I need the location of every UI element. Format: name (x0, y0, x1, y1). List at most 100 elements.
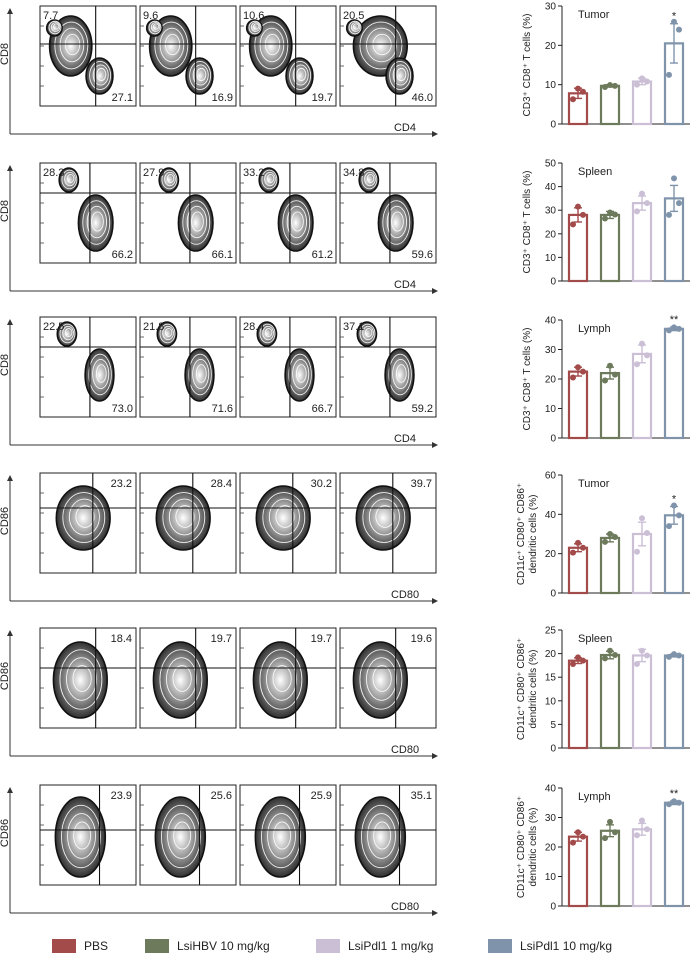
data-point (612, 371, 618, 378)
quadrant-value-upper-left: 22.5 (43, 321, 64, 333)
legend-label-lsipdl1-10: LsiPdl1 10 mg/kg (520, 939, 613, 953)
contour-line (382, 200, 411, 245)
quadrant-value-lower-right: 46.0 (412, 92, 433, 104)
bar-chart-title: Tumor (578, 478, 610, 490)
quadrant-value-upper-right: 18.4 (111, 633, 132, 645)
flow-panel-3: 30.2 (239, 472, 337, 574)
data-point (602, 215, 608, 222)
x-axis-label: CD80 (391, 744, 419, 756)
quadrant-value-lower-right: 19.7 (312, 92, 333, 104)
quadrant-value-upper-right: 39.7 (411, 478, 432, 490)
contour-line (154, 21, 189, 70)
y-axis-label: CD86 (0, 662, 11, 690)
contour-line (292, 358, 310, 390)
flow-panel-4: 34.8 59.6 (339, 162, 437, 264)
data-point (666, 211, 672, 218)
quadrant-value-upper-right: 28.4 (211, 478, 232, 490)
contour-line (91, 211, 104, 232)
data-point (575, 85, 581, 92)
bar (567, 835, 589, 908)
data-point (612, 82, 618, 89)
quadrant-value-upper-right: 19.7 (211, 633, 232, 645)
contour-line (259, 27, 285, 63)
quadrant-value-lower-right: 27.1 (112, 92, 133, 104)
contour-line (366, 173, 375, 184)
contour-blob (54, 796, 107, 878)
contour-line (148, 20, 162, 35)
data-point (575, 829, 581, 836)
contour-line (82, 200, 111, 245)
contour-line (53, 23, 60, 30)
bar (663, 801, 685, 908)
bar-chart-ytick-label: 60 (545, 471, 557, 482)
contour-line (266, 173, 275, 184)
contour-line (289, 61, 312, 90)
quadrant-value-upper-right: 19.6 (411, 633, 432, 645)
x-arrow-head (432, 910, 438, 916)
contour-blob (385, 57, 414, 95)
data-point (644, 652, 650, 659)
contour-line (273, 821, 292, 850)
contour-line (291, 211, 304, 232)
legend: PBS LsiHBV 10 mg/kg LsiPdl1 1 mg/kg LsiP… (0, 931, 700, 961)
contour-line (266, 657, 298, 701)
bar-chart-ytick-label: 0 (550, 120, 556, 131)
flow-row-2: CD8 CD4 28.3 66.2 27.9 66.1 33.2 61.2 34.8 59.6 (0, 162, 438, 294)
contour-blob (177, 194, 214, 252)
bar-chart-ylabel-line2: dendritic cells (%) (528, 495, 539, 574)
bar-chart-ylabel-line2: dendritic cells (%) (528, 650, 539, 729)
contour-line (173, 821, 192, 850)
contour-line (175, 505, 195, 528)
contour-line (359, 649, 403, 710)
flow-panel-2: 9.6 16.9 (139, 5, 237, 107)
contour-line (359, 323, 376, 344)
contour-line (59, 649, 103, 710)
bar-chart-ytick-label: 10 (545, 253, 557, 264)
bar-chart-6: CD11c⁺ CD80⁺ CD86⁺ dendritic cells (%) 0 10… (516, 784, 690, 913)
bar (663, 327, 685, 440)
flow-panel-2: 28.4 (139, 472, 237, 574)
data-point (602, 377, 608, 384)
y-axis-label: CD86 (0, 507, 11, 535)
contour-line (386, 205, 408, 239)
contour-line (150, 22, 161, 32)
data-point (634, 548, 640, 555)
quadrant-value-upper-right: 23.2 (111, 478, 132, 490)
contour-line (50, 22, 61, 32)
contour-line (48, 20, 62, 35)
contour-line (75, 505, 95, 528)
contour-line (159, 27, 185, 63)
bar-chart-ytick-label: 30 (545, 345, 557, 356)
flow-panel-3: 33.2 61.2 (239, 162, 337, 264)
data-point (612, 533, 618, 540)
bar (567, 659, 589, 750)
contour-line (62, 325, 74, 341)
contour-line (292, 64, 309, 86)
data-point (580, 833, 586, 840)
contour-line (282, 200, 311, 245)
quadrant-value-upper-left: 33.2 (243, 167, 264, 179)
data-point (580, 657, 586, 664)
flow-panel-1: 7.7 27.1 (39, 5, 137, 107)
contour-line (288, 353, 312, 396)
contour-line (189, 61, 212, 90)
bar-chart-ytick-label: 10 (545, 696, 557, 707)
data-point (634, 832, 640, 839)
contour-blob (384, 348, 415, 402)
quadrant-value-upper-left: 28.4 (243, 321, 264, 333)
bar-chart-ytick-label: 20 (545, 41, 557, 52)
contour-line (192, 358, 210, 390)
data-point (639, 340, 645, 347)
y-axis-label: CD8 (0, 200, 11, 222)
y-axis-label: CD8 (0, 354, 11, 376)
flow-panel-2: 25.6 (139, 784, 237, 886)
data-point (570, 839, 576, 846)
contour-line (167, 813, 196, 859)
quadrant-value-lower-right: 66.2 (112, 249, 133, 261)
data-point (671, 502, 677, 509)
contour-line (159, 649, 203, 710)
data-point (612, 652, 618, 659)
quadrant-value-upper-left: 37.1 (343, 321, 364, 333)
data-point (607, 209, 613, 216)
contour-line (362, 325, 374, 341)
